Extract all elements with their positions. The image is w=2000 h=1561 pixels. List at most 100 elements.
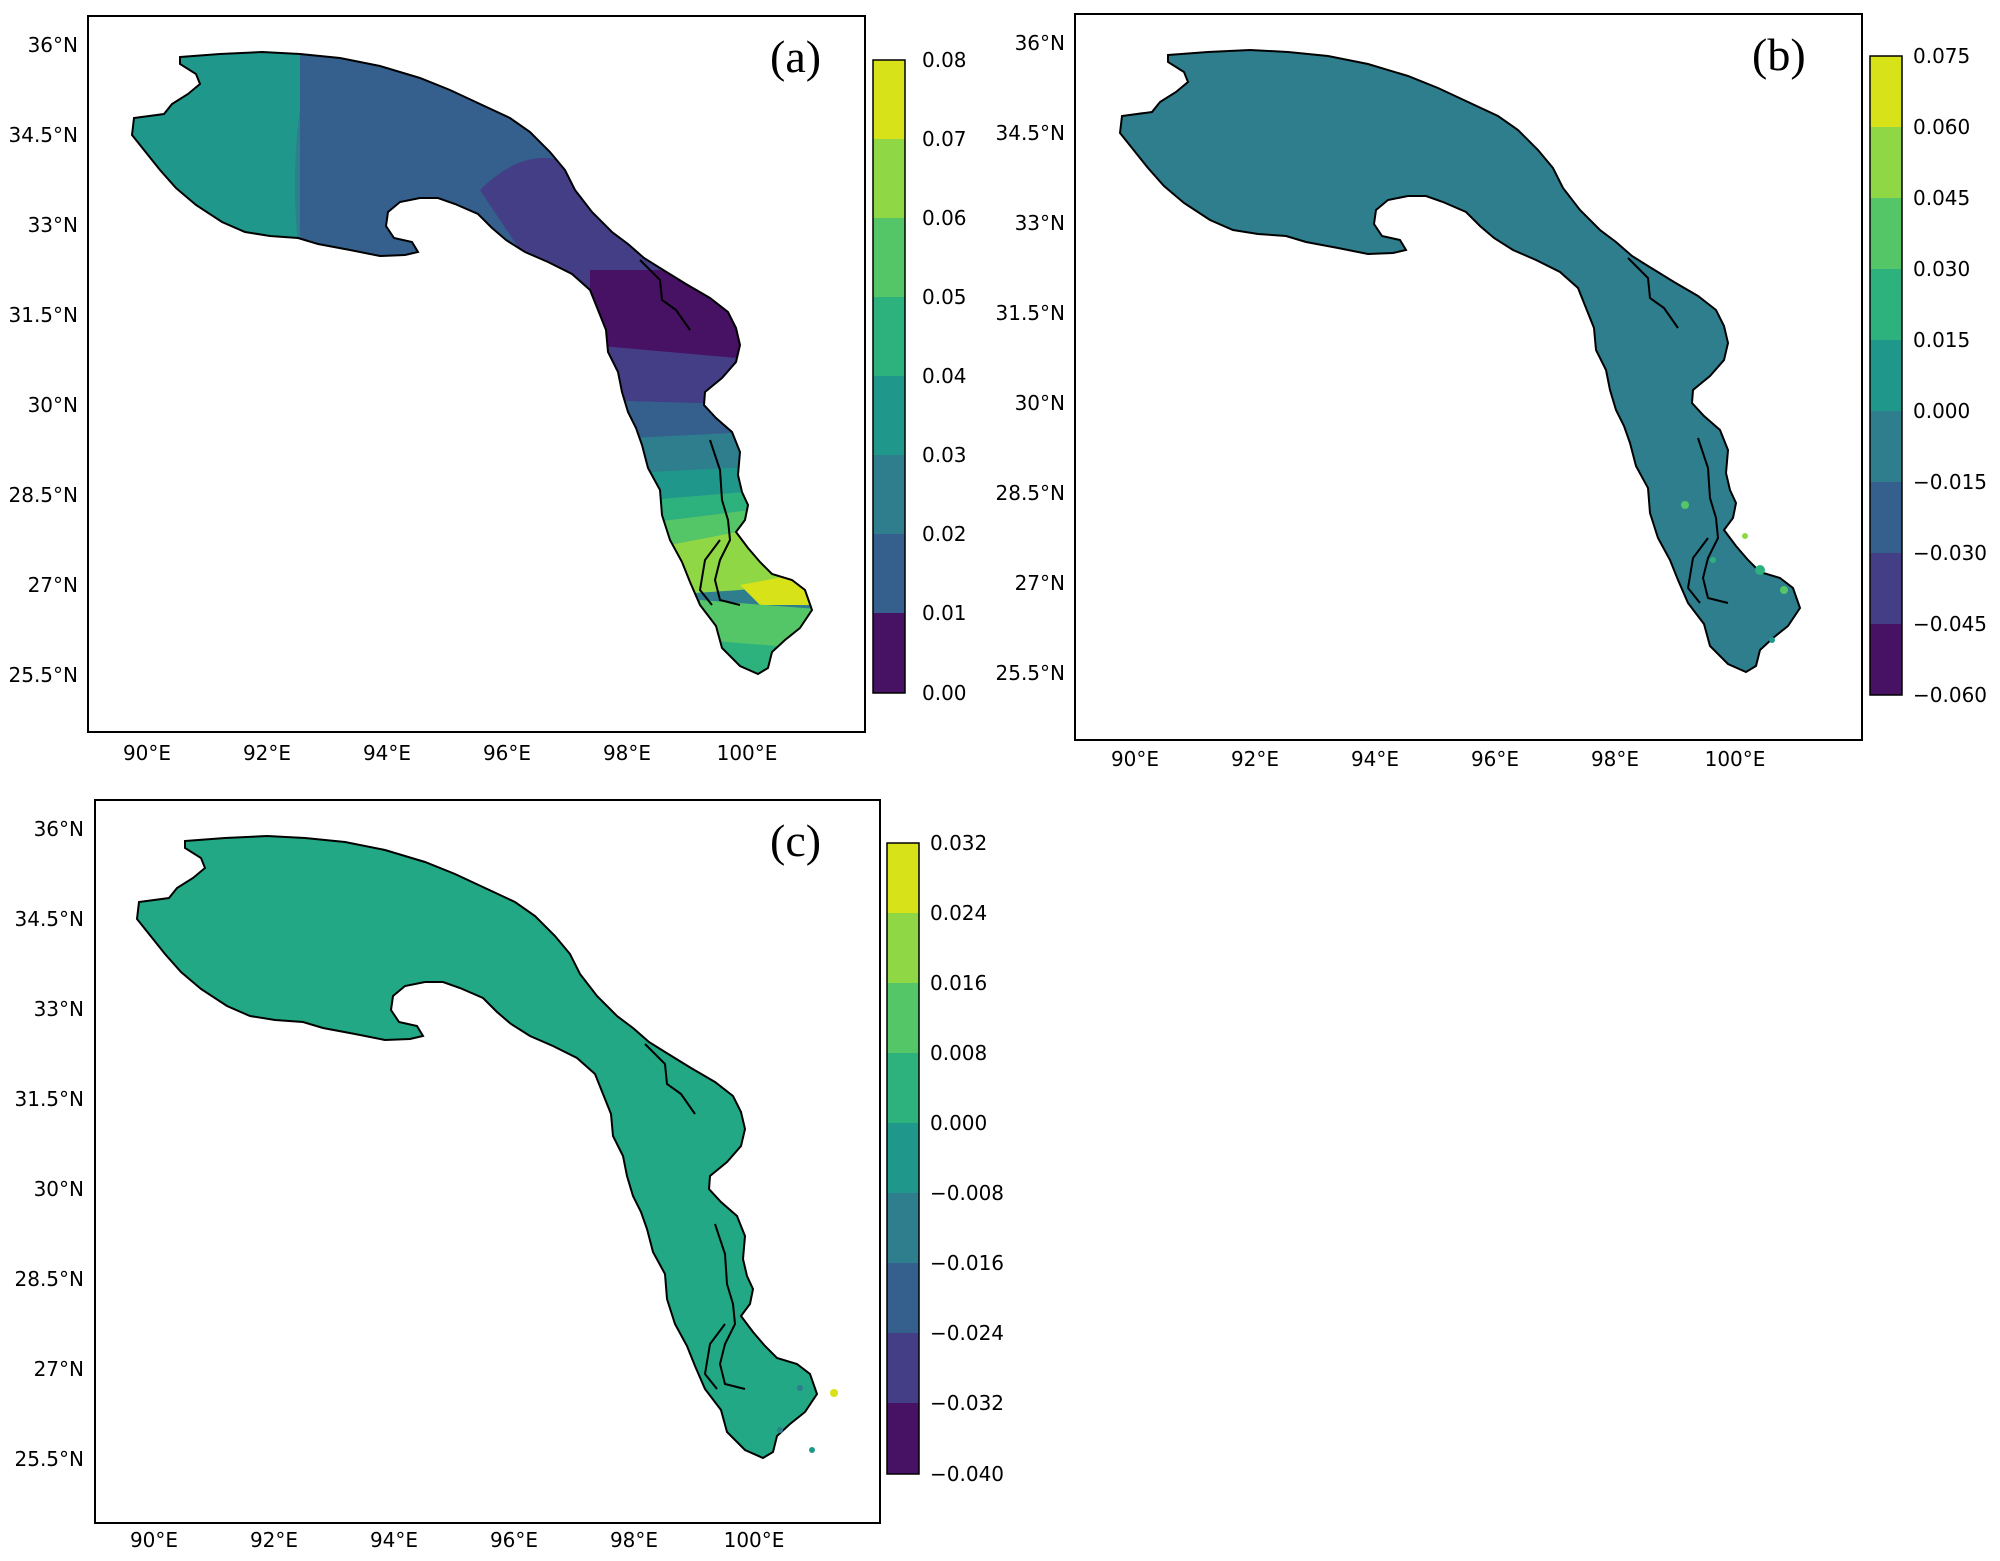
lat-tick: 30°N (1015, 391, 1065, 415)
colorbar-segment (873, 297, 905, 376)
colorbar-tick: 0.06 (922, 206, 967, 230)
colorbar-tick: 0.01 (922, 601, 967, 625)
colorbar-tick: −0.024 (930, 1321, 1004, 1345)
colorbar-segment (1870, 56, 1902, 127)
colorbar-segment (887, 1053, 919, 1123)
colorbar-tick: 0.05 (922, 285, 967, 309)
colorbar-segment (1870, 553, 1902, 624)
colorbar: 0.08 0.07 0.06 0.05 0.04 0.03 0.02 0.01 … (872, 48, 967, 705)
colorbar-tick: 0.008 (930, 1041, 987, 1065)
colorbar-tick: 0.045 (1913, 186, 1970, 210)
lat-tick: 27°N (28, 573, 78, 597)
colorbar-segment (873, 139, 905, 218)
lat-tick: 30°N (34, 1177, 84, 1201)
lon-tick: 90°E (130, 1528, 178, 1552)
colorbar-segment (873, 534, 905, 613)
colorbar-tick: 0.04 (922, 364, 967, 388)
sub-basin-boundaries (1627, 257, 1729, 604)
colorbar-tick: −0.045 (1913, 612, 1987, 636)
colorbar-segment (1870, 624, 1902, 695)
lon-tick: 94°E (363, 741, 411, 765)
colorbar-frame (872, 59, 906, 694)
colorbar-segment (887, 1333, 919, 1403)
lat-tick: 34.5°N (9, 123, 79, 147)
colorbar-frame (1869, 55, 1903, 696)
colorbar-tick: −0.060 (1913, 683, 1987, 707)
colorbar-segment (887, 983, 919, 1053)
anomaly-dot (1769, 637, 1775, 643)
lon-tick: 98°E (603, 741, 651, 765)
lon-tick: 94°E (370, 1528, 418, 1552)
colorbar-tick: 0.00 (922, 681, 967, 705)
colorbar-segment (887, 843, 919, 913)
lon-tick: 92°E (250, 1528, 298, 1552)
sub-basin-boundaries (639, 259, 741, 606)
colorbar-segment (873, 218, 905, 297)
colorbar-segment (1870, 269, 1902, 340)
colorbar-segment (873, 376, 905, 455)
colorbar-segment (1870, 340, 1902, 411)
anomaly-dot (1780, 586, 1788, 594)
colorbar-tick: 0.000 (930, 1111, 987, 1135)
lat-tick: 31.5°N (15, 1087, 85, 1111)
colorbar-tick: 0.03 (922, 443, 967, 467)
lon-tick: 100°E (717, 741, 778, 765)
colorbar-tick: −0.040 (930, 1462, 1004, 1486)
colorbar-frame (886, 842, 920, 1475)
colorbar-tick: 0.032 (930, 831, 987, 855)
lon-tick: 96°E (483, 741, 531, 765)
colorbar-segment (1870, 482, 1902, 553)
colorbar-segment (887, 1193, 919, 1263)
panel-label: (a) (770, 31, 821, 82)
lon-tick: 100°E (724, 1528, 785, 1552)
lat-axis: 36°N 34.5°N 33°N 31.5°N 30°N 28.5°N 27°N… (9, 33, 79, 687)
colorbar-segment (1870, 411, 1902, 482)
anomaly-dot (777, 1427, 783, 1433)
colorbar-tick: −0.008 (930, 1181, 1004, 1205)
colorbar: 0.075 0.060 0.045 0.030 0.015 0.000 −0.0… (1869, 44, 1987, 707)
colorbar-tick: 0.02 (922, 522, 967, 546)
lat-tick: 28.5°N (15, 1267, 85, 1291)
lat-tick: 31.5°N (996, 301, 1066, 325)
lat-tick: 33°N (28, 213, 78, 237)
lat-tick: 28.5°N (9, 483, 79, 507)
colorbar-tick: 0.08 (922, 48, 967, 72)
lat-tick: 33°N (34, 997, 84, 1021)
anomaly-dot (1681, 501, 1689, 509)
lat-tick: 27°N (1015, 571, 1065, 595)
lat-tick: 36°N (1015, 31, 1065, 55)
lon-tick: 90°E (123, 741, 171, 765)
colorbar-tick: 0.060 (1913, 115, 1970, 139)
anomaly-dot (809, 1447, 815, 1453)
anomaly-dot (1742, 533, 1748, 539)
panel-label: (c) (770, 815, 821, 866)
colorbar-tick: 0.030 (1913, 257, 1970, 281)
colorbar: 0.032 0.024 0.016 0.008 0.000 −0.008 −0.… (886, 831, 1004, 1486)
panel-b: (b) 36°N 34.5°N 33°N 31.5°N 30°N 28.5°N … (996, 13, 1987, 771)
lon-axis: 90°E 92°E 94°E 96°E 98°E 100°E (130, 1528, 784, 1552)
colorbar-tick: −0.030 (1913, 541, 1987, 565)
lon-tick: 100°E (1705, 747, 1766, 771)
panel-a: (a) 36°N 34.5°N 33°N 31.5°N 30°N 28.5°N … (9, 15, 967, 765)
lat-tick: 34.5°N (996, 121, 1066, 145)
lat-axis: 36°N 34.5°N 33°N 31.5°N 30°N 28.5°N 27°N… (996, 31, 1066, 685)
colorbar-tick: 0.075 (1913, 44, 1970, 68)
lon-tick: 98°E (610, 1528, 658, 1552)
colorbar-tick: 0.000 (1913, 399, 1970, 423)
lon-tick: 98°E (1591, 747, 1639, 771)
local-anomalies (1681, 501, 1788, 643)
lon-tick: 96°E (1471, 747, 1519, 771)
local-anomalies (777, 1385, 838, 1453)
panel-c: (c) 36°N 34.5°N 33°N 31.5°N 30°N 28.5°N … (15, 799, 1004, 1552)
lat-tick: 25.5°N (9, 663, 79, 687)
colorbar-segment (887, 1403, 919, 1474)
lon-tick: 92°E (1231, 747, 1279, 771)
colorbar-tick: 0.07 (922, 127, 967, 151)
colorbar-segment (887, 1123, 919, 1193)
lat-tick: 27°N (34, 1357, 84, 1381)
colorbar-segment (887, 913, 919, 983)
colorbar-segment (873, 613, 905, 693)
anomaly-dot (1710, 557, 1716, 563)
lat-tick: 34.5°N (15, 907, 85, 931)
